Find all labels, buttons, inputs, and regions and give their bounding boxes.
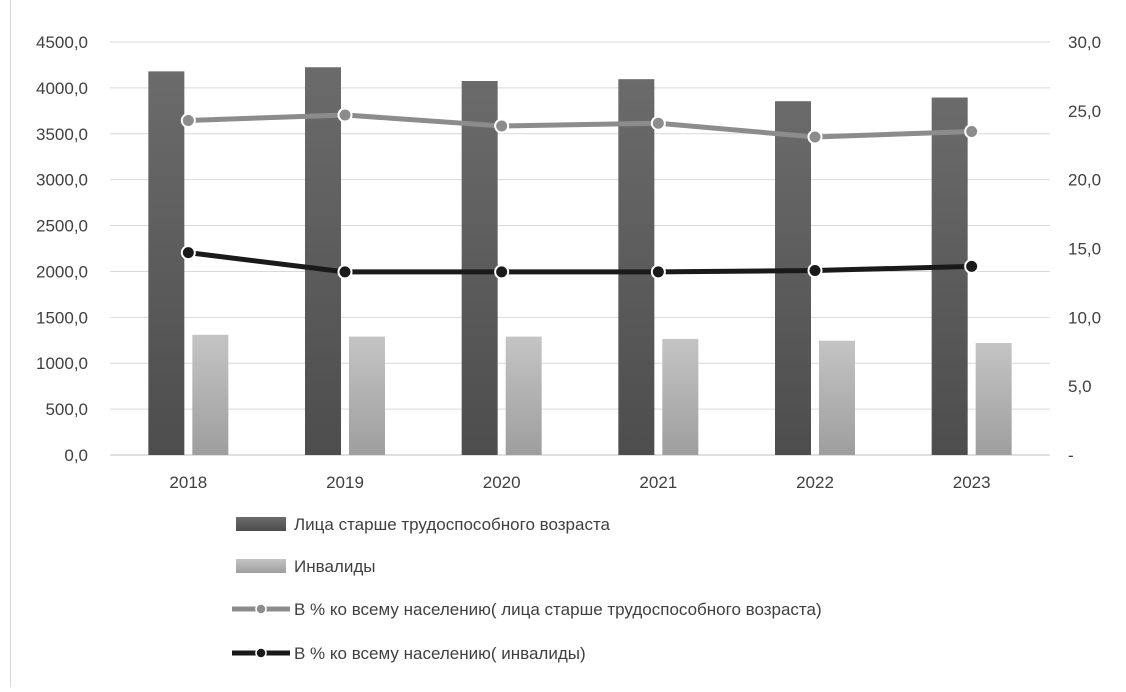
bar-elderly — [618, 79, 655, 456]
point-disabled-percent — [494, 264, 510, 280]
y-right-tick-label: 30,0 — [1068, 33, 1101, 52]
legend-swatch-bar — [236, 517, 286, 531]
bar-disabled — [192, 334, 229, 455]
bar-disabled — [662, 338, 699, 455]
legend-label: Инвалиды — [294, 557, 375, 576]
x-tick-label: 2021 — [639, 473, 677, 492]
bar-disabled — [819, 340, 855, 455]
axes: 0,0 500,0 1000,0 1500,0 2000,0 2500,0 3000,0 35… — [36, 33, 1101, 492]
legend-label: В % ко всему населению( лица старше труд… — [294, 600, 822, 619]
point-disabled-percent — [337, 264, 353, 280]
point-elderly-percent — [180, 112, 196, 128]
y-left-tick-label: 4500,0 — [36, 33, 88, 52]
x-tick-label: 2020 — [483, 473, 521, 492]
point-disabled-percent — [650, 264, 666, 280]
legend-swatch-bar — [236, 559, 286, 573]
point-disabled-percent — [964, 258, 980, 274]
point-elderly-percent — [494, 118, 510, 134]
point-disabled-percent — [807, 263, 823, 279]
y-right-tick-label: - — [1068, 446, 1074, 465]
y-left-tick-label: 0,0 — [64, 446, 88, 465]
legend-swatch-marker — [255, 647, 267, 659]
y-right-tick-label: 20,0 — [1068, 171, 1101, 190]
bar-elderly — [775, 101, 811, 456]
bar-disabled — [975, 343, 1012, 455]
bar-elderly — [305, 67, 341, 455]
y-right-tick-label: 10,0 — [1068, 308, 1101, 327]
chart-frame-border — [10, 0, 11, 687]
x-tick-label: 2022 — [796, 473, 834, 492]
y-right-tick-label: 25,0 — [1068, 102, 1101, 121]
y-left-tick-label: 1000,0 — [36, 354, 88, 373]
point-elderly-percent — [964, 123, 980, 139]
legend-label: В % ко всему населению( инвалиды) — [294, 644, 586, 663]
x-tick-label: 2023 — [953, 473, 991, 492]
gridlines — [110, 41, 1050, 456]
y-right-tick-label: 15,0 — [1068, 240, 1101, 259]
bar-elderly — [461, 81, 498, 455]
y-right-tick-label: 5,0 — [1068, 377, 1092, 396]
point-disabled-percent — [180, 245, 196, 261]
y-left-tick-label: 2500,0 — [36, 217, 88, 236]
y-left-tick-label: 4000,0 — [36, 79, 88, 98]
x-tick-label: 2019 — [326, 473, 364, 492]
line-elderly-percent — [188, 112, 972, 140]
bars — [148, 67, 1012, 456]
x-tick-label: 2018 — [169, 473, 207, 492]
legend-label: Лица старше трудоспособного возраста — [294, 515, 611, 534]
bar-disabled — [349, 336, 385, 455]
y-left-tick-label: 1500,0 — [36, 308, 88, 327]
point-elderly-percent — [650, 115, 666, 131]
point-elderly-percent — [337, 107, 353, 123]
line-disabled-percent — [188, 250, 972, 275]
y-left-tick-label: 3000,0 — [36, 171, 88, 190]
y-left-tick-label: 2000,0 — [36, 262, 88, 281]
point-elderly-percent — [807, 129, 823, 145]
bar-elderly — [148, 71, 185, 455]
legend-swatch-marker — [255, 603, 267, 615]
y-left-tick-label: 500,0 — [45, 400, 88, 419]
legend: Лица старше трудоспособного возраста Инва… — [232, 515, 822, 663]
y-left-tick-label: 3500,0 — [36, 125, 88, 144]
bar-disabled — [505, 336, 542, 455]
lines — [180, 107, 980, 280]
bar-elderly — [931, 97, 968, 455]
